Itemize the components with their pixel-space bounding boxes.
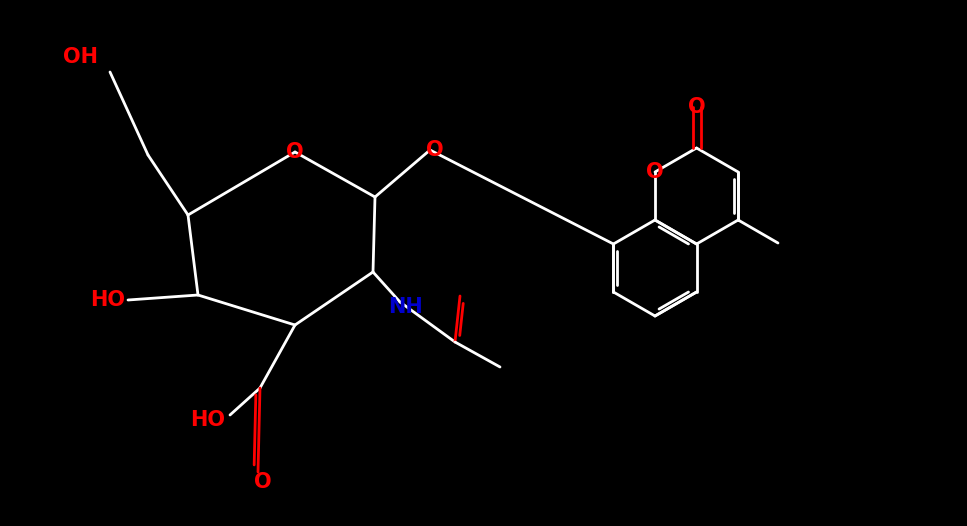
Text: HO: HO [190, 410, 225, 430]
Text: O: O [426, 140, 444, 160]
Text: HO: HO [91, 290, 126, 310]
Text: O: O [646, 162, 663, 182]
Text: OH: OH [63, 47, 98, 67]
Text: O: O [286, 142, 304, 162]
Text: NH: NH [388, 297, 423, 317]
Text: O: O [688, 97, 705, 117]
Text: O: O [254, 472, 272, 492]
